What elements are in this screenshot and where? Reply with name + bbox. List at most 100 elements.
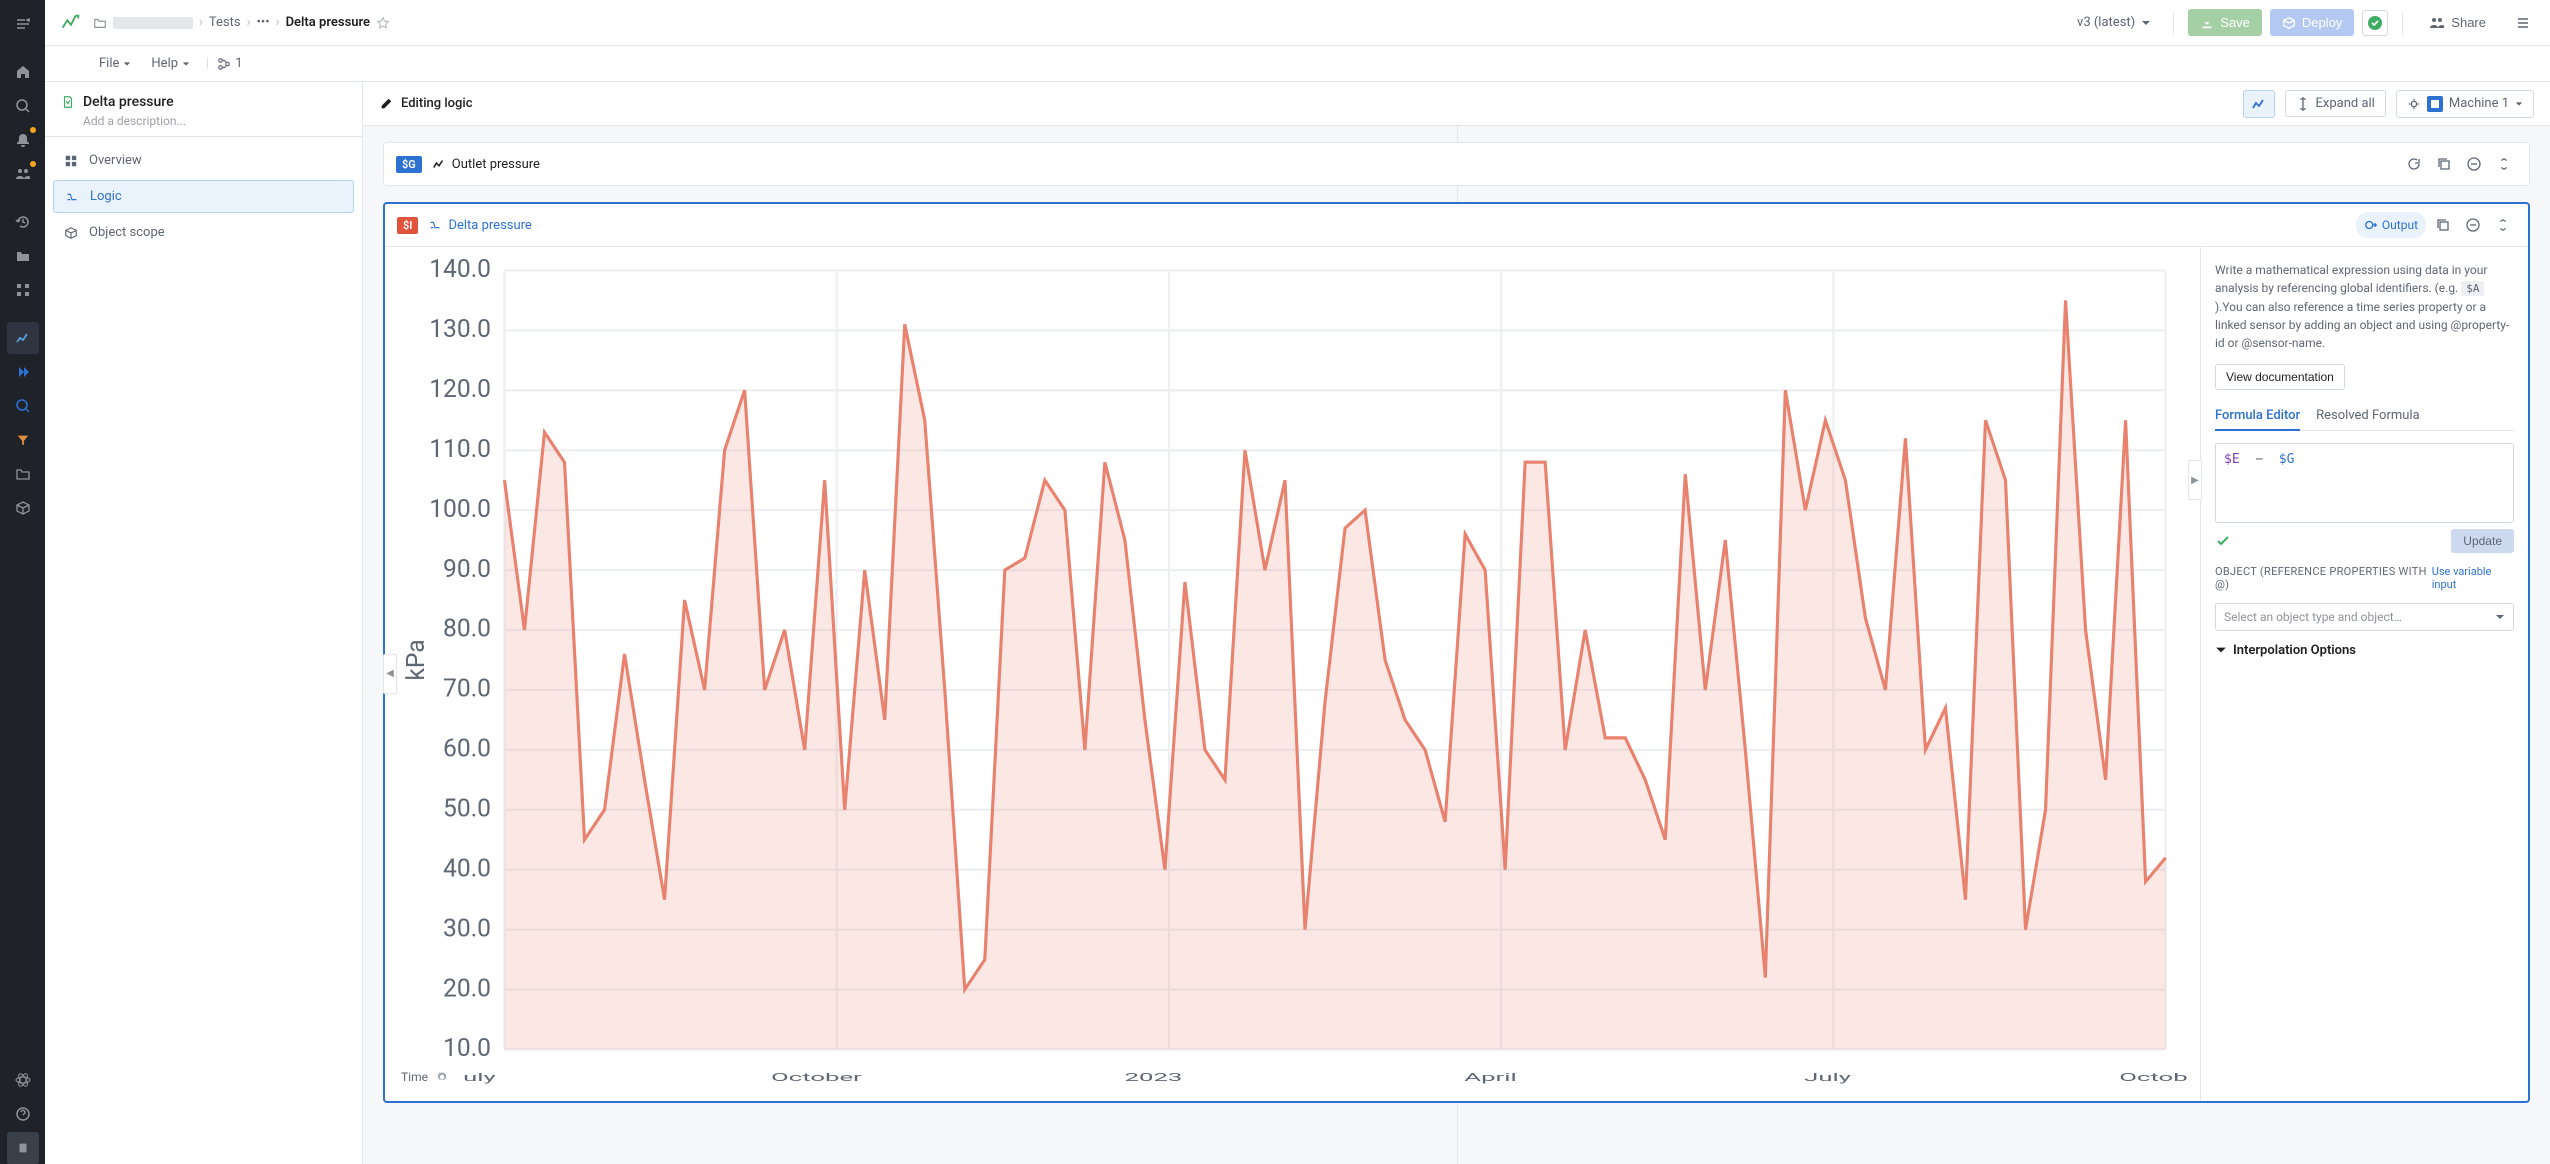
app-logo-icon [57,9,85,37]
rail-chart-icon[interactable] [7,322,39,354]
panel-title: Delta pressure [83,94,174,110]
breadcrumb-tests[interactable]: Tests [209,15,241,30]
card-delta-pressure: $I Delta pressure Output [383,202,2530,1103]
share-label: Share [2451,15,2486,30]
branch-count-value: 1 [235,56,242,71]
machine-icon [2427,96,2443,112]
nav-logic-label: Logic [90,189,122,204]
rail-forward-icon[interactable] [7,356,39,388]
content-header: Editing logic Expand all Machine 1 [363,82,2550,126]
object-label: OBJECT (REFERENCE PROPERTIES WITH @) [2215,565,2432,591]
save-button[interactable]: Save [2188,9,2262,36]
svg-text:130.0: 130.0 [429,315,491,344]
time-gear-icon[interactable] [436,1071,448,1083]
formula-var-e: $E [2224,452,2240,467]
svg-text:140.0: 140.0 [429,257,491,284]
version-selector[interactable]: v3 (latest) [2069,11,2159,34]
overview-icon [63,154,79,168]
scope-icon [63,226,79,240]
nav-overview[interactable]: Overview [53,145,354,176]
logic-icon [64,190,80,204]
deploy-label: Deploy [2302,15,2342,30]
rail-home-icon[interactable] [7,56,39,88]
breadcrumb-more[interactable]: ••• [257,15,270,30]
svg-text:kPa: kPa [402,639,431,680]
topbar: › Tests › ••• › Delta pressure v3 (lates… [45,0,2550,46]
rail-notifications-icon[interactable] [7,124,39,156]
breadcrumb-current: Delta pressure [286,15,370,30]
collapse-left-handle[interactable]: ◀ [383,654,397,694]
breadcrumb-sep: › [247,15,251,30]
branch-count[interactable]: 1 [217,56,242,71]
svg-text:120.0: 120.0 [429,375,491,404]
svg-text:20.0: 20.0 [443,974,491,1003]
card-collapse-icon[interactable] [2460,212,2486,238]
rail-history-icon[interactable] [7,206,39,238]
rail-apps-icon[interactable] [7,274,39,306]
left-rail [0,0,45,1164]
deploy-button[interactable]: Deploy [2270,9,2354,36]
svg-text:2023: 2023 [1125,1071,1183,1084]
svg-text:July: July [1804,1071,1852,1084]
breadcrumb-redacted [113,17,193,29]
expand-right-handle[interactable]: ▶ [2188,460,2202,500]
delta-title-text: Delta pressure [448,218,531,233]
description-placeholder[interactable]: Add a description... [83,114,346,128]
interpolation-options[interactable]: Interpolation Options [2215,643,2514,658]
rail-folder-icon[interactable] [7,240,39,272]
chart-area: ◀ ▶ 10.020.030.040.050.060.070.080.090.0… [385,247,2200,1101]
update-button[interactable]: Update [2451,529,2514,553]
rail-inspect-icon[interactable] [7,390,39,422]
card-collapse-icon[interactable] [2461,151,2487,177]
share-button[interactable]: Share [2417,9,2498,37]
inspector-help-text: Write a mathematical expression using da… [2215,261,2514,352]
chart-mode-button[interactable] [2243,90,2275,118]
badge-g: $G [396,156,422,173]
help-menu[interactable]: Help [143,52,198,75]
rail-atom-icon[interactable] [7,1064,39,1096]
card-expand-icon[interactable] [2491,151,2517,177]
formula-editor[interactable]: $E − $G [2215,443,2514,523]
rail-box-icon[interactable] [7,492,39,524]
output-button[interactable]: Output [2356,212,2426,238]
svg-text:30.0: 30.0 [443,914,491,943]
card-refresh-icon[interactable] [2401,151,2427,177]
svg-text:100.0: 100.0 [429,495,491,524]
rail-help-icon[interactable] [7,1098,39,1130]
nav-logic[interactable]: Logic [53,180,354,213]
card-outlet-title: Outlet pressure [432,157,540,172]
svg-text:October: October [771,1071,862,1084]
view-documentation-button[interactable]: View documentation [2215,364,2345,390]
svg-text:40.0: 40.0 [443,854,491,883]
topbar-list-icon[interactable] [2506,7,2538,39]
expand-all-button[interactable]: Expand all [2285,90,2386,117]
edit-icon [379,97,393,111]
card-close-icon[interactable] [2490,212,2516,238]
status-check-button[interactable] [2362,10,2388,36]
svg-text:50.0: 50.0 [443,795,491,824]
rail-account-icon[interactable] [7,1132,39,1164]
nav-object-scope[interactable]: Object scope [53,217,354,248]
breadcrumb-sep: › [276,15,280,30]
tab-formula-editor[interactable]: Formula Editor [2215,402,2300,431]
rail-search-icon[interactable] [7,90,39,122]
tab-resolved-formula[interactable]: Resolved Formula [2316,402,2420,430]
file-menu[interactable]: File [91,52,139,75]
rail-filter-icon[interactable] [7,424,39,456]
favorite-star-icon[interactable] [376,16,390,30]
svg-text:60.0: 60.0 [443,735,491,764]
nav-scope-label: Object scope [89,225,165,240]
use-variable-link[interactable]: Use variable input [2432,565,2514,591]
rail-menu-toggle-icon[interactable] [7,8,39,40]
object-select[interactable]: Select an object type and object… [2215,603,2514,631]
machine-selector[interactable]: Machine 1 [2396,90,2534,118]
card-delta-title: Delta pressure [428,218,531,233]
card-copy-icon[interactable] [2430,212,2456,238]
card-copy-icon[interactable] [2431,151,2457,177]
rail-folder2-icon[interactable] [7,458,39,490]
expand-all-label: Expand all [2316,96,2375,111]
breadcrumb-sep: › [199,15,203,30]
rail-people-icon[interactable] [7,158,39,190]
menubar: File Help | 1 [45,46,2550,82]
content-area: Editing logic Expand all Machine 1 [363,82,2550,1164]
